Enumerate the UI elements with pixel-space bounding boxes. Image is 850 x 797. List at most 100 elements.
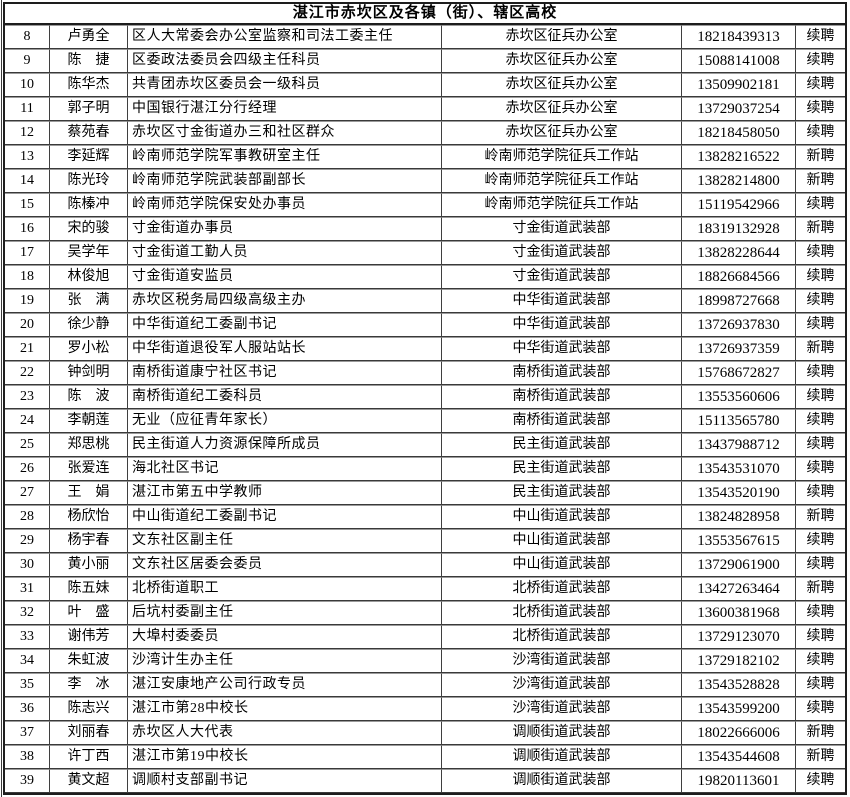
phone-number-cell: 13509902181	[681, 73, 795, 97]
phone-number-cell: 18218458050	[681, 121, 795, 145]
person-name-cell: 杨欣怡	[49, 505, 127, 529]
row-number-cell: 22	[5, 361, 49, 385]
phone-number-cell: 13828216522	[681, 145, 795, 169]
table-title-row: 湛江市赤坎区及各镇（街）、辖区高校	[5, 4, 845, 25]
phone-number-cell: 13729123070	[681, 625, 795, 649]
conscription-staff-roster-table: 湛江市赤坎区及各镇（街）、辖区高校 8 卢勇全 区人大常委会办公室监察和司法工委…	[5, 4, 845, 793]
person-name-cell: 徐少静	[49, 313, 127, 337]
employment-status-cell: 新聘	[795, 337, 845, 361]
row-number-cell: 17	[5, 241, 49, 265]
position-title-cell: 沙湾计生办主任	[127, 649, 441, 673]
organization-cell: 赤坎区征兵办公室	[441, 97, 681, 121]
person-name-cell: 吴学年	[49, 241, 127, 265]
person-name-cell: 郭子明	[49, 97, 127, 121]
employment-status-cell: 续聘	[795, 433, 845, 457]
position-title-cell: 湛江安康地产公司行政专员	[127, 673, 441, 697]
row-number-cell: 18	[5, 265, 49, 289]
phone-number-cell: 18218439313	[681, 25, 795, 49]
row-number-cell: 38	[5, 745, 49, 769]
person-name-cell: 陈光玲	[49, 169, 127, 193]
organization-cell: 北桥街道武装部	[441, 601, 681, 625]
person-name-cell: 谢伟芳	[49, 625, 127, 649]
page-title: 湛江市赤坎区及各镇（街）、辖区高校	[5, 4, 845, 25]
position-title-cell: 湛江市第28中校长	[127, 697, 441, 721]
position-title-cell: 湛江市第五中学教师	[127, 481, 441, 505]
table-row: 19 张 满 赤坎区税务局四级高级主办 中华街道武装部 18998727668 …	[5, 289, 845, 313]
employment-status-cell: 续聘	[795, 25, 845, 49]
person-name-cell: 朱虹波	[49, 649, 127, 673]
phone-number-cell: 13543599200	[681, 697, 795, 721]
organization-cell: 岭南师范学院征兵工作站	[441, 169, 681, 193]
table-row: 32 叶 盛 后坑村委副主任 北桥街道武装部 13600381968 续聘	[5, 601, 845, 625]
employment-status-cell: 续聘	[795, 553, 845, 577]
employment-status-cell: 新聘	[795, 745, 845, 769]
organization-cell: 赤坎区征兵办公室	[441, 49, 681, 73]
organization-cell: 赤坎区征兵办公室	[441, 73, 681, 97]
organization-cell: 寸金街道武装部	[441, 241, 681, 265]
employment-status-cell: 续聘	[795, 697, 845, 721]
person-name-cell: 蔡苑春	[49, 121, 127, 145]
row-number-cell: 19	[5, 289, 49, 313]
row-number-cell: 26	[5, 457, 49, 481]
organization-cell: 寸金街道武装部	[441, 265, 681, 289]
table-row: 29 杨宇春 文东社区副主任 中山街道武装部 13553567615 续聘	[5, 529, 845, 553]
row-number-cell: 10	[5, 73, 49, 97]
row-number-cell: 31	[5, 577, 49, 601]
person-name-cell: 陈五妹	[49, 577, 127, 601]
employment-status-cell: 新聘	[795, 217, 845, 241]
organization-cell: 民主街道武装部	[441, 457, 681, 481]
position-title-cell: 南桥街道纪工委科员	[127, 385, 441, 409]
phone-number-cell: 15113565780	[681, 409, 795, 433]
position-title-cell: 岭南师范学院军事教研室主任	[127, 145, 441, 169]
table-row: 33 谢伟芳 大埠村委委员 北桥街道武装部 13729123070 续聘	[5, 625, 845, 649]
table-row: 22 钟剑明 南桥街道康宁社区书记 南桥街道武装部 15768672827 续聘	[5, 361, 845, 385]
person-name-cell: 张 满	[49, 289, 127, 313]
phone-number-cell: 13726937359	[681, 337, 795, 361]
row-number-cell: 27	[5, 481, 49, 505]
row-number-cell: 37	[5, 721, 49, 745]
employment-status-cell: 续聘	[795, 481, 845, 505]
table-row: 24 李朝莲 无业（应征青年家长） 南桥街道武装部 15113565780 续聘	[5, 409, 845, 433]
organization-cell: 北桥街道武装部	[441, 625, 681, 649]
position-title-cell: 岭南师范学院武装部副部长	[127, 169, 441, 193]
table-row: 17 吴学年 寸金街道工勤人员 寸金街道武装部 13828228644 续聘	[5, 241, 845, 265]
organization-cell: 调顺街道武装部	[441, 769, 681, 793]
person-name-cell: 黄文超	[49, 769, 127, 793]
organization-cell: 赤坎区征兵办公室	[441, 121, 681, 145]
phone-number-cell: 13600381968	[681, 601, 795, 625]
organization-cell: 岭南师范学院征兵工作站	[441, 193, 681, 217]
organization-cell: 民主街道武装部	[441, 433, 681, 457]
person-name-cell: 钟剑明	[49, 361, 127, 385]
table-row: 18 林俊旭 寸金街道安监员 寸金街道武装部 18826684566 续聘	[5, 265, 845, 289]
position-title-cell: 文东社区副主任	[127, 529, 441, 553]
row-number-cell: 36	[5, 697, 49, 721]
organization-cell: 南桥街道武装部	[441, 385, 681, 409]
table-row: 15 陈榛冲 岭南师范学院保安处办事员 岭南师范学院征兵工作站 15119542…	[5, 193, 845, 217]
position-title-cell: 赤坎区税务局四级高级主办	[127, 289, 441, 313]
row-number-cell: 24	[5, 409, 49, 433]
position-title-cell: 寸金街道工勤人员	[127, 241, 441, 265]
phone-number-cell: 15088141008	[681, 49, 795, 73]
position-title-cell: 调顺村支部副书记	[127, 769, 441, 793]
person-name-cell: 李朝莲	[49, 409, 127, 433]
phone-number-cell: 13729037254	[681, 97, 795, 121]
table-row: 11 郭子明 中国银行湛江分行经理 赤坎区征兵办公室 13729037254 续…	[5, 97, 845, 121]
person-name-cell: 陈华杰	[49, 73, 127, 97]
person-name-cell: 郑思桃	[49, 433, 127, 457]
position-title-cell: 南桥街道康宁社区书记	[127, 361, 441, 385]
phone-number-cell: 19820113601	[681, 769, 795, 793]
row-number-cell: 14	[5, 169, 49, 193]
row-number-cell: 23	[5, 385, 49, 409]
organization-cell: 中山街道武装部	[441, 529, 681, 553]
organization-cell: 赤坎区征兵办公室	[441, 25, 681, 49]
table-row: 26 张爱连 海北社区书记 民主街道武装部 13543531070 续聘	[5, 457, 845, 481]
table-row: 34 朱虹波 沙湾计生办主任 沙湾街道武装部 13729182102 续聘	[5, 649, 845, 673]
row-number-cell: 16	[5, 217, 49, 241]
table-row: 39 黄文超 调顺村支部副书记 调顺街道武装部 19820113601 续聘	[5, 769, 845, 793]
row-number-cell: 20	[5, 313, 49, 337]
employment-status-cell: 续聘	[795, 529, 845, 553]
roster-table-container: 湛江市赤坎区及各镇（街）、辖区高校 8 卢勇全 区人大常委会办公室监察和司法工委…	[3, 2, 847, 795]
person-name-cell: 张爱连	[49, 457, 127, 481]
employment-status-cell: 续聘	[795, 385, 845, 409]
organization-cell: 中山街道武装部	[441, 505, 681, 529]
